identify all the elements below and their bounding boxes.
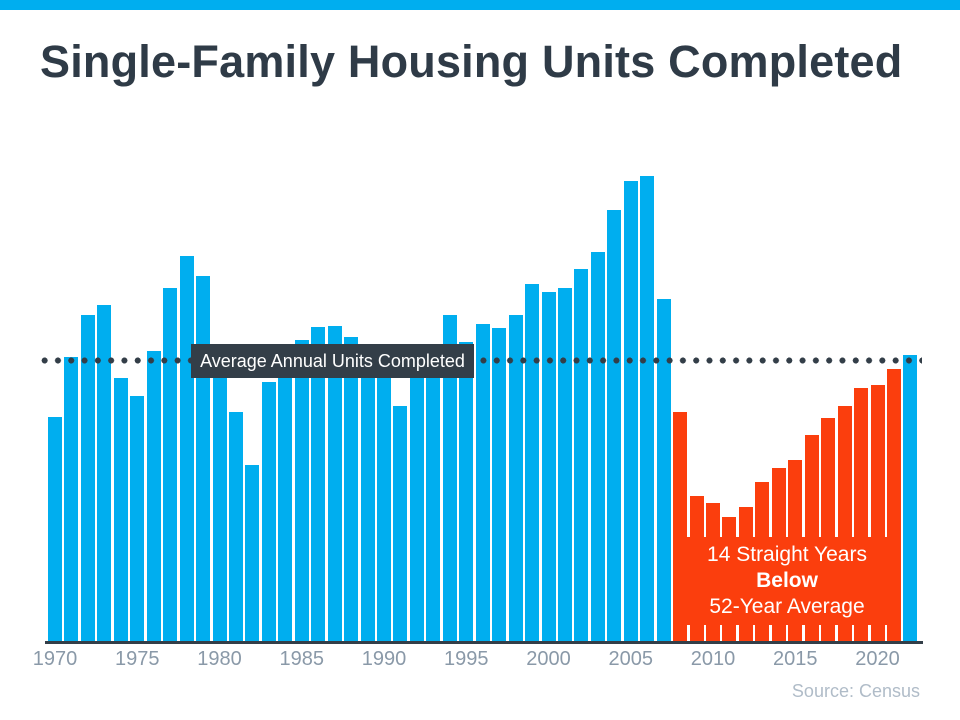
bar-1979 (196, 275, 211, 643)
bar-1970 (48, 416, 62, 643)
bar-1973 (97, 304, 112, 643)
bar-1977 (163, 287, 178, 643)
bar-1990 (377, 370, 391, 643)
bar-1980 (212, 372, 227, 643)
source-credit: Source: Census (791, 681, 920, 701)
callout-line-2: Below (756, 569, 818, 592)
bar-2003 (590, 251, 605, 643)
bar-1997 (492, 327, 507, 643)
bar-1994 (442, 315, 457, 643)
x-tick-2005: 2005 (608, 648, 654, 670)
x-tick-1995: 1995 (444, 648, 489, 670)
callout-line-1: 14 Straight Years (707, 543, 867, 566)
bar-1986 (311, 326, 326, 643)
callout-line-3: 52-Year Average (709, 595, 865, 618)
bar-1995 (459, 341, 474, 643)
bar-1993 (426, 349, 441, 643)
bar-1983 (261, 382, 276, 643)
bar-1971 (64, 356, 79, 643)
x-axis-line (45, 641, 923, 644)
bar-1988 (344, 336, 359, 643)
bar-2001 (557, 288, 572, 643)
bar-2022 (903, 355, 918, 643)
bar-1981 (228, 411, 243, 643)
below-average-callout: 14 Straight Years Below 52-Year Average (673, 537, 901, 625)
bar-1996 (475, 324, 490, 643)
bar-1998 (508, 315, 523, 643)
bar-1975 (130, 395, 145, 643)
top-accent-bar (0, 0, 960, 10)
x-tick-1970: 1970 (32, 648, 78, 670)
average-dotted-line (38, 356, 922, 364)
bar-2002 (574, 268, 589, 643)
bar-2004 (607, 210, 622, 643)
x-tick-1975: 1975 (115, 648, 160, 670)
x-tick-1980: 1980 (197, 648, 242, 670)
bar-1982 (245, 464, 260, 643)
bar-1987 (327, 325, 342, 643)
bar-1989 (360, 353, 375, 643)
bar-1991 (393, 406, 408, 643)
bar-1972 (80, 315, 95, 643)
bar-1984 (278, 353, 293, 643)
bar-2007 (656, 299, 671, 643)
bar-1974 (113, 377, 128, 643)
x-tick-1985: 1985 (279, 648, 325, 670)
average-line-label: Average Annual Units Completed (191, 344, 474, 378)
x-tick-2010: 2010 (690, 648, 736, 670)
bar-1985 (294, 340, 309, 643)
x-tick-2015: 2015 (773, 648, 818, 670)
bar-2005 (623, 180, 638, 643)
x-tick-2020: 2020 (855, 648, 900, 670)
bar-1978 (179, 256, 194, 643)
bar-2000 (541, 292, 556, 643)
x-tick-2000: 2000 (526, 648, 571, 670)
bar-1976 (146, 350, 161, 643)
bar-2006 (640, 175, 655, 643)
x-tick-1990: 1990 (361, 648, 407, 670)
page-title: Single-Family Housing Units Completed (40, 36, 903, 87)
bar-1992 (409, 370, 424, 643)
bar-1999 (525, 284, 540, 643)
